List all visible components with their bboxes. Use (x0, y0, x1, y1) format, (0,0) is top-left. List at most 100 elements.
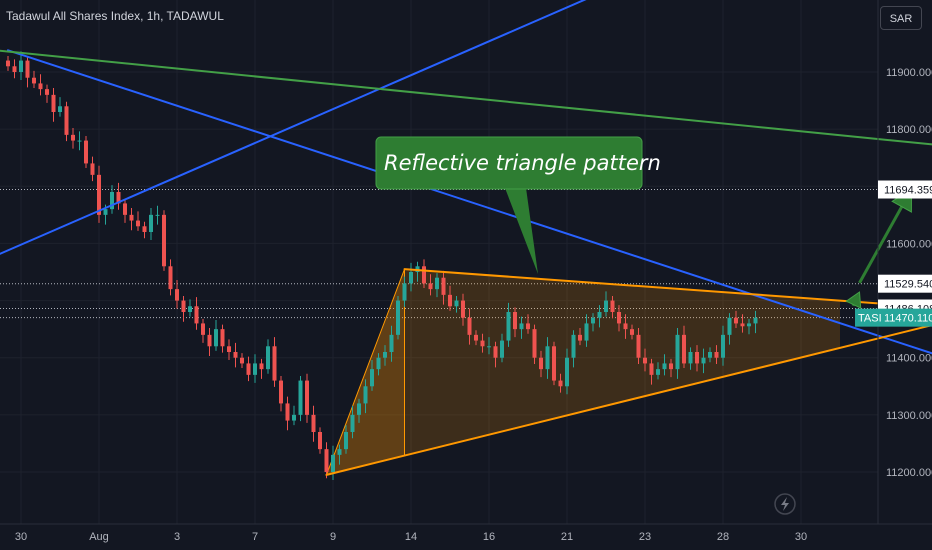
candle-body (708, 352, 712, 358)
price-tick-label: 11400.000 (886, 353, 932, 365)
candle-body (110, 192, 114, 210)
breakout-arrow-head (845, 291, 862, 309)
candle-body (90, 163, 95, 175)
candle-body (526, 323, 530, 330)
grid (0, 0, 878, 524)
candle-body (565, 357, 569, 387)
candle-body (396, 300, 400, 335)
trendline-triangle-bottom[interactable] (325, 321, 932, 476)
symbol-tag-box (855, 308, 878, 327)
time-tick-label: 28 (717, 531, 729, 543)
candle-body (220, 329, 225, 347)
time-tick-label: 14 (405, 531, 417, 543)
time-tick-label: 7 (252, 531, 258, 543)
candle-body (357, 403, 361, 415)
candle-body (376, 357, 381, 370)
candle-body (272, 346, 277, 381)
candle-body (285, 403, 290, 421)
triangle-area (326, 269, 840, 475)
candle-body (493, 346, 498, 358)
candle-body (311, 414, 316, 432)
time-tick-label: 30 (15, 531, 27, 543)
candle-body (753, 317, 758, 324)
trendline-blue-rising[interactable] (0, 0, 918, 256)
candle-body (500, 340, 504, 358)
candle-body (506, 312, 511, 341)
candle-body (318, 432, 322, 450)
price-tick-label: 11200.000 (886, 467, 932, 479)
annotation-box (375, 136, 643, 190)
candle-body (422, 266, 426, 284)
candle-body (12, 66, 17, 72)
last-price-value: 11470.110 (884, 313, 932, 325)
candle-body (402, 283, 407, 301)
candles (6, 51, 758, 480)
last-price-box (878, 308, 932, 327)
price-axis[interactable]: 11200.000 11300.000 11400.000 11600.000 1180… (886, 67, 932, 479)
candle-body (435, 277, 439, 290)
candle-body (175, 289, 179, 301)
candle-body (591, 317, 595, 324)
trendline-green-line[interactable] (0, 49, 932, 146)
chart-title: Tadawul All Shares Index, 1h, TADAWUL (6, 9, 224, 23)
candle-body (181, 300, 186, 312)
candle-body (617, 312, 621, 324)
candle-body (64, 106, 69, 135)
candle-body (259, 363, 264, 370)
candle-body (428, 283, 433, 290)
candle-body (558, 380, 563, 387)
candle-body (58, 106, 62, 112)
candle-body (389, 334, 394, 352)
candle-body (207, 334, 212, 347)
candle-body (747, 323, 751, 327)
candle-body (662, 363, 667, 370)
lightning-icon[interactable] (774, 493, 796, 515)
trendline-blue-upper[interactable] (7, 49, 932, 359)
candle-body (363, 386, 368, 404)
annotation-callout[interactable]: Reflective triangle pattern (375, 136, 661, 274)
candle-body (688, 352, 693, 364)
candle-body (32, 77, 36, 84)
candle-body (578, 334, 582, 341)
candle-body (155, 214, 160, 216)
currency-button[interactable]: SAR (880, 6, 922, 30)
candle-body (740, 323, 745, 327)
candle-body (233, 352, 238, 358)
candle-body (71, 134, 75, 141)
candle-body (669, 363, 673, 370)
time-tick-label: Aug (89, 531, 109, 543)
candle-body (201, 323, 205, 335)
candle-body (571, 334, 576, 358)
price-label-box (878, 180, 932, 199)
price-tick-label: 11800.000 (886, 124, 932, 136)
candle-body (298, 380, 303, 415)
candle-body (84, 140, 88, 164)
candle-body (97, 174, 101, 215)
time-tick-label: 16 (483, 531, 495, 543)
candle-body (656, 369, 660, 375)
candle-body (604, 300, 608, 312)
trendlines[interactable] (0, 0, 932, 476)
candle-body (513, 312, 517, 330)
candle-body (539, 357, 543, 370)
candle-body (714, 352, 719, 358)
candle-body (253, 363, 257, 375)
candle-body (370, 369, 374, 387)
time-tick-label: 3 (174, 531, 180, 543)
candle-body (266, 346, 270, 370)
candle-body (727, 317, 732, 335)
candle-body (610, 300, 615, 312)
time-tick-label: 30 (795, 531, 807, 543)
candle-body (480, 340, 485, 347)
time-axis[interactable]: 30 Aug 3 7 9 14 16 21 23 28 30 (15, 531, 807, 543)
candle-body (292, 414, 296, 421)
candle-body (168, 266, 173, 290)
candle-body (246, 363, 251, 375)
candle-body (331, 454, 335, 472)
time-tick-label: 21 (561, 531, 573, 543)
candle-body (545, 346, 550, 370)
candle-body (734, 317, 738, 324)
annotation-pointer (505, 188, 538, 274)
